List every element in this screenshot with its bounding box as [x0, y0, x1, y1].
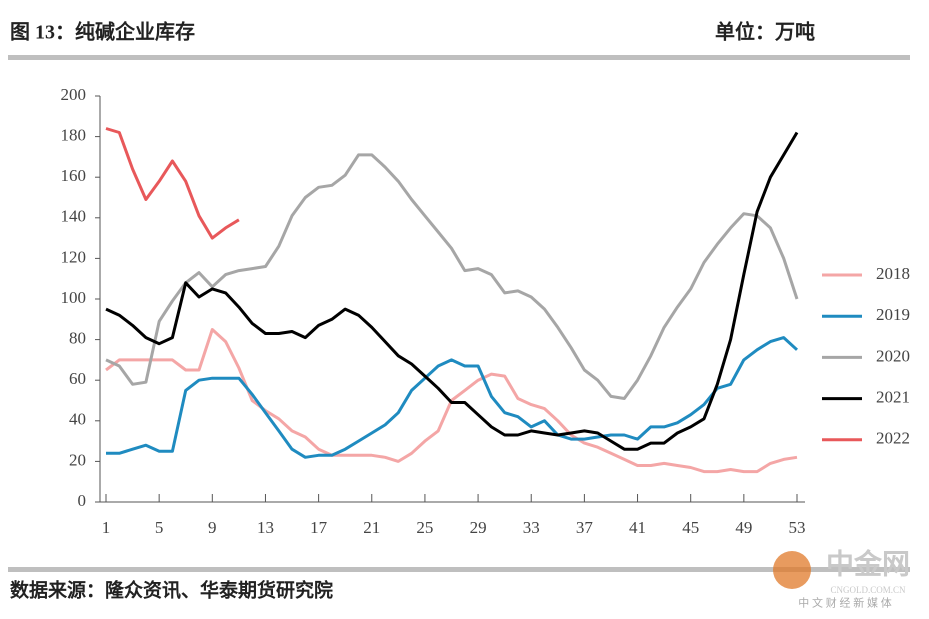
y-tick-label: 20: [69, 450, 86, 469]
series-line: [105, 153, 799, 400]
x-tick-label: 25: [416, 518, 433, 537]
series-line: [105, 127, 240, 240]
watermark-url: CNGOLD.COM.CN: [830, 585, 906, 595]
y-tick-label: 60: [69, 369, 86, 388]
unit: 单位：万吨: [715, 20, 815, 44]
y-tick-label: 0: [78, 491, 87, 510]
legend-label: 2018: [876, 264, 910, 283]
x-tick-label: 5: [155, 518, 164, 537]
series-line: [106, 336, 799, 459]
x-tick-label: 1: [102, 518, 111, 537]
series-line: [105, 131, 799, 451]
x-tick-label: 33: [523, 518, 540, 537]
x-tick-label: 9: [208, 518, 217, 537]
legend-label: 2020: [876, 346, 910, 365]
y-tick-label: 120: [61, 247, 87, 266]
x-tick-label: 45: [682, 518, 699, 537]
source: 数据来源：隆众资讯、华泰期货研究院: [10, 578, 333, 601]
bottom-rule: [8, 567, 910, 572]
legend-label: 2022: [876, 429, 910, 448]
legend-label: 2021: [876, 388, 910, 407]
x-tick-label: 21: [363, 518, 380, 537]
x-tick-label: 37: [576, 518, 594, 537]
legend-label: 2019: [876, 305, 910, 324]
x-tick-label: 49: [735, 518, 752, 537]
y-tick-label: 40: [69, 410, 86, 429]
watermark-brand: 中金网: [826, 547, 910, 580]
x-tick-label: 53: [789, 518, 806, 537]
title: 图 13：纯碱企业库存: [10, 20, 195, 44]
y-tick-label: 140: [61, 207, 87, 226]
x-tick-label: 29: [470, 518, 487, 537]
x-tick-label: 41: [629, 518, 646, 537]
y-tick-label: 200: [61, 85, 87, 104]
y-tick-label: 180: [61, 126, 87, 145]
watermark-tagline: 中 文 财 经 新 媒 体: [798, 596, 892, 610]
y-tick-label: 80: [69, 329, 86, 348]
y-tick-label: 100: [61, 288, 87, 307]
top-rule: [8, 55, 910, 60]
watermark-logo: [773, 551, 811, 589]
x-tick-label: 13: [257, 518, 274, 537]
x-tick-label: 17: [310, 518, 328, 537]
y-tick-label: 160: [61, 166, 87, 185]
